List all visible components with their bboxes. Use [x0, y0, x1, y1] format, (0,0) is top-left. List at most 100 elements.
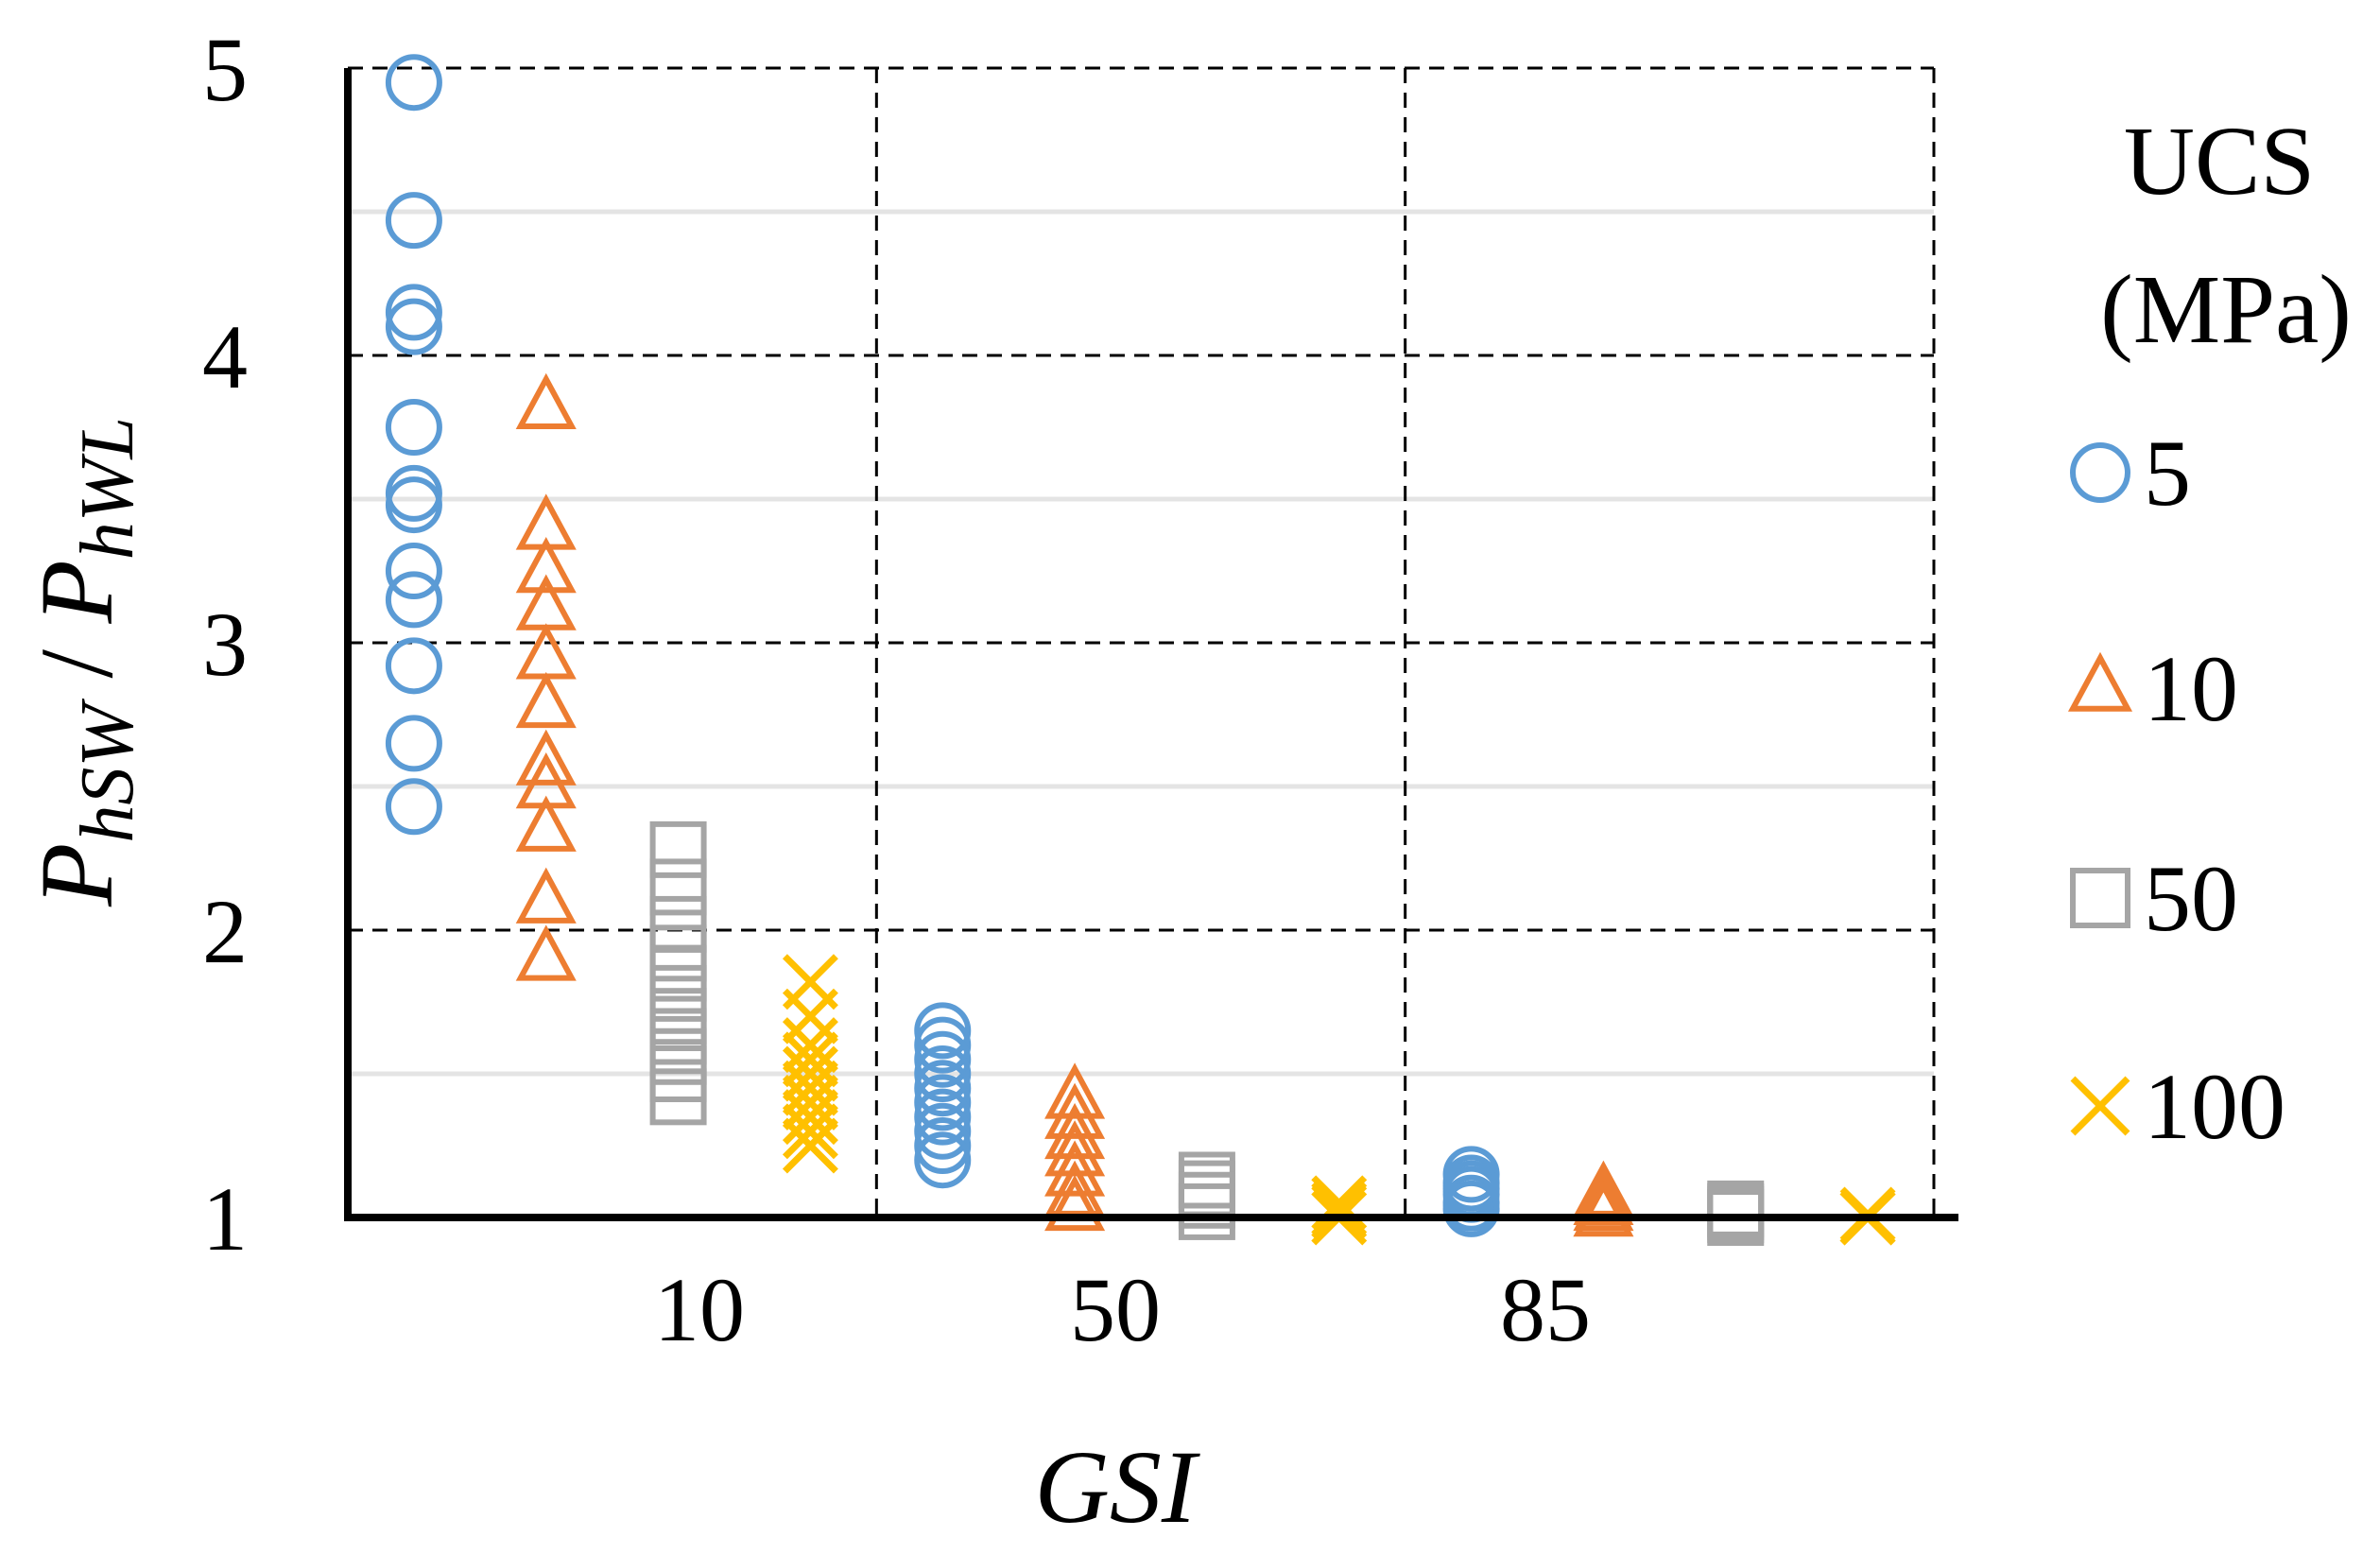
y-axis-title: PhSW / PhWL [19, 417, 149, 907]
data-point [385, 778, 442, 836]
x-stroke [1311, 1183, 1368, 1240]
y-tick-labels: 1 2 3 4 5 [202, 19, 248, 1269]
legend-item-10: 10 [2067, 636, 2238, 741]
series-5 [385, 54, 1500, 1237]
data-point [1311, 1183, 1368, 1240]
data-point [385, 464, 442, 522]
data-point [914, 1060, 972, 1117]
data-point [914, 1131, 972, 1189]
data-point [515, 671, 577, 729]
x-stroke [782, 988, 838, 1045]
data-point [1573, 1180, 1634, 1237]
legend-title-line2: (MPa) [2100, 255, 2352, 364]
data-point [1573, 1160, 1634, 1217]
data-point [385, 399, 442, 456]
grid [348, 66, 1936, 1217]
x-stroke [782, 1074, 838, 1131]
legend-label: 50 [2144, 846, 2238, 951]
data-point [914, 1102, 972, 1160]
data-point [515, 372, 577, 429]
legend-label: 100 [2144, 1054, 2285, 1159]
data-point [515, 623, 577, 680]
data-point [782, 1045, 838, 1102]
x-tick-label: 85 [1500, 1259, 1591, 1360]
axes [344, 68, 1958, 1221]
data-point [914, 1117, 972, 1174]
y-title-sep: / [19, 623, 134, 704]
data-point [1044, 1174, 1106, 1232]
x-stroke [782, 1017, 838, 1074]
x-stroke [782, 1089, 838, 1146]
data-point [385, 476, 442, 534]
data-point [515, 536, 577, 594]
x-stroke [782, 1060, 838, 1116]
data-point [649, 924, 707, 982]
data-point [515, 729, 577, 786]
data-point [782, 1074, 838, 1131]
data-point [782, 1017, 838, 1074]
data-point [649, 1068, 707, 1126]
x-tick-label: 50 [1070, 1259, 1161, 1360]
data-point [385, 715, 442, 772]
x-stroke [2070, 1076, 2130, 1136]
legend-label: 5 [2144, 421, 2191, 526]
legend-marker [2070, 1076, 2130, 1136]
x-tick-label: 10 [654, 1259, 745, 1360]
legend-items: 5 10 50 100 [2067, 421, 2285, 1159]
x-stroke [782, 1031, 838, 1088]
y-tick-label: 2 [202, 881, 248, 982]
data-point [782, 1103, 838, 1160]
data-point [385, 543, 442, 599]
data-point [385, 192, 442, 250]
y-tick-label: 4 [202, 306, 248, 407]
data-point [782, 1117, 838, 1174]
data-point [914, 1074, 972, 1131]
data-point [782, 988, 838, 1045]
y-tick-label: 5 [202, 19, 248, 120]
data-point [1044, 1102, 1106, 1160]
data-point [782, 1060, 838, 1116]
data-point [385, 571, 442, 629]
y-tick-label: 3 [202, 594, 248, 695]
data-point [1044, 1082, 1106, 1139]
data-point [1044, 1160, 1106, 1217]
legend-label: 10 [2144, 636, 2238, 741]
x-stroke [782, 1103, 838, 1160]
data-point [649, 858, 707, 916]
x-stroke [782, 1045, 838, 1102]
legend-title-line1: UCS [2124, 107, 2315, 216]
data-point [385, 54, 442, 112]
data-point [782, 1031, 838, 1088]
legend-item-100: 100 [2070, 1054, 2285, 1159]
legend-item-50: 50 [2070, 846, 2238, 951]
data-point [914, 1045, 972, 1102]
data-point [385, 298, 442, 355]
data-point [385, 637, 442, 695]
data-point [1044, 1062, 1106, 1119]
data-point [649, 895, 707, 953]
data-point [515, 924, 577, 981]
data-point [385, 284, 442, 341]
data-point [1178, 1183, 1235, 1240]
data-point [1442, 1180, 1500, 1237]
y-tick-label: 1 [202, 1168, 248, 1269]
legend-marker [2070, 442, 2130, 503]
y-title-sub1: hSW [66, 699, 149, 843]
series-100 [782, 954, 1896, 1246]
data-points [385, 54, 1896, 1246]
data-point [1044, 1140, 1106, 1197]
y-title-main2: P [19, 560, 134, 624]
series-10 [515, 372, 1634, 1237]
x-stroke [782, 1117, 838, 1174]
legend: UCS (MPa) 5 10 50 100 [2067, 107, 2352, 1159]
data-point [914, 1002, 972, 1060]
data-point [515, 795, 577, 852]
y-title-main: P [19, 843, 134, 907]
data-point [914, 1088, 972, 1146]
y-title-sub2: hWL [66, 417, 149, 560]
data-point [914, 1016, 972, 1074]
data-point [515, 867, 577, 924]
legend-item-5: 5 [2070, 421, 2191, 526]
data-point [914, 1030, 972, 1088]
